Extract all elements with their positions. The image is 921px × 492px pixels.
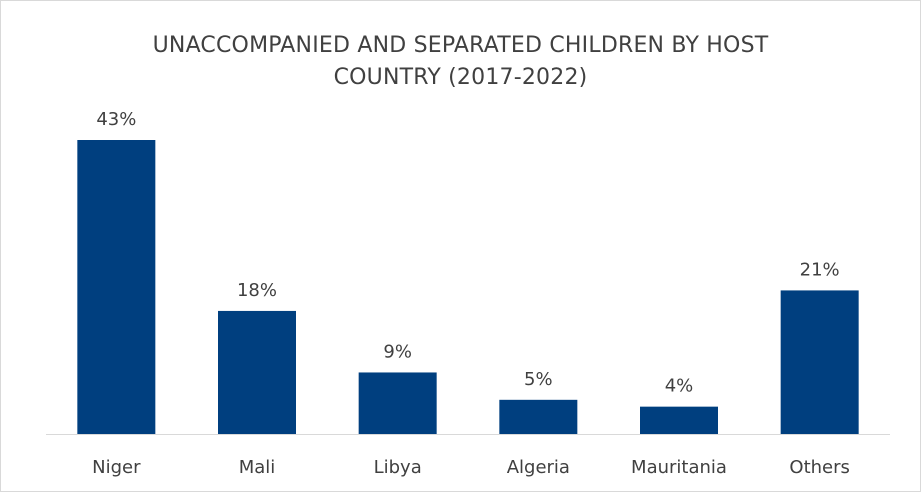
bar-mauritania (640, 406, 718, 434)
category-label-algeria: Algeria (507, 457, 570, 478)
chart-title-line-1: UNACCOMPANIED AND SEPARATED CHILDREN BY … (152, 33, 769, 58)
category-labels-group: Niger Mali Libya Algeria Mauritania Others (92, 457, 850, 478)
category-label-mali: Mali (239, 457, 276, 478)
value-label-mali: 18% (237, 280, 277, 301)
category-label-others: Others (789, 457, 850, 478)
category-label-libya: Libya (374, 457, 422, 478)
value-label-algeria: 5% (524, 369, 553, 390)
bar-algeria (499, 399, 578, 434)
value-labels-group: 43% 18% 9% 5% 4% 21% (96, 109, 839, 397)
value-label-libya: 9% (383, 341, 412, 362)
bar-niger (77, 140, 156, 434)
value-label-others: 21% (800, 259, 840, 280)
bar-others (780, 290, 859, 434)
bar-mali (218, 310, 296, 434)
bar-libya (358, 372, 437, 434)
category-label-niger: Niger (92, 457, 141, 478)
bars-group (77, 140, 859, 434)
chart-title: UNACCOMPANIED AND SEPARATED CHILDREN BY … (0, 30, 921, 94)
chart-title-line-2: COUNTRY (2017-2022) (333, 65, 588, 90)
category-label-mauritania: Mauritania (631, 457, 727, 478)
value-label-mauritania: 4% (665, 376, 694, 397)
value-label-niger: 43% (96, 109, 136, 130)
